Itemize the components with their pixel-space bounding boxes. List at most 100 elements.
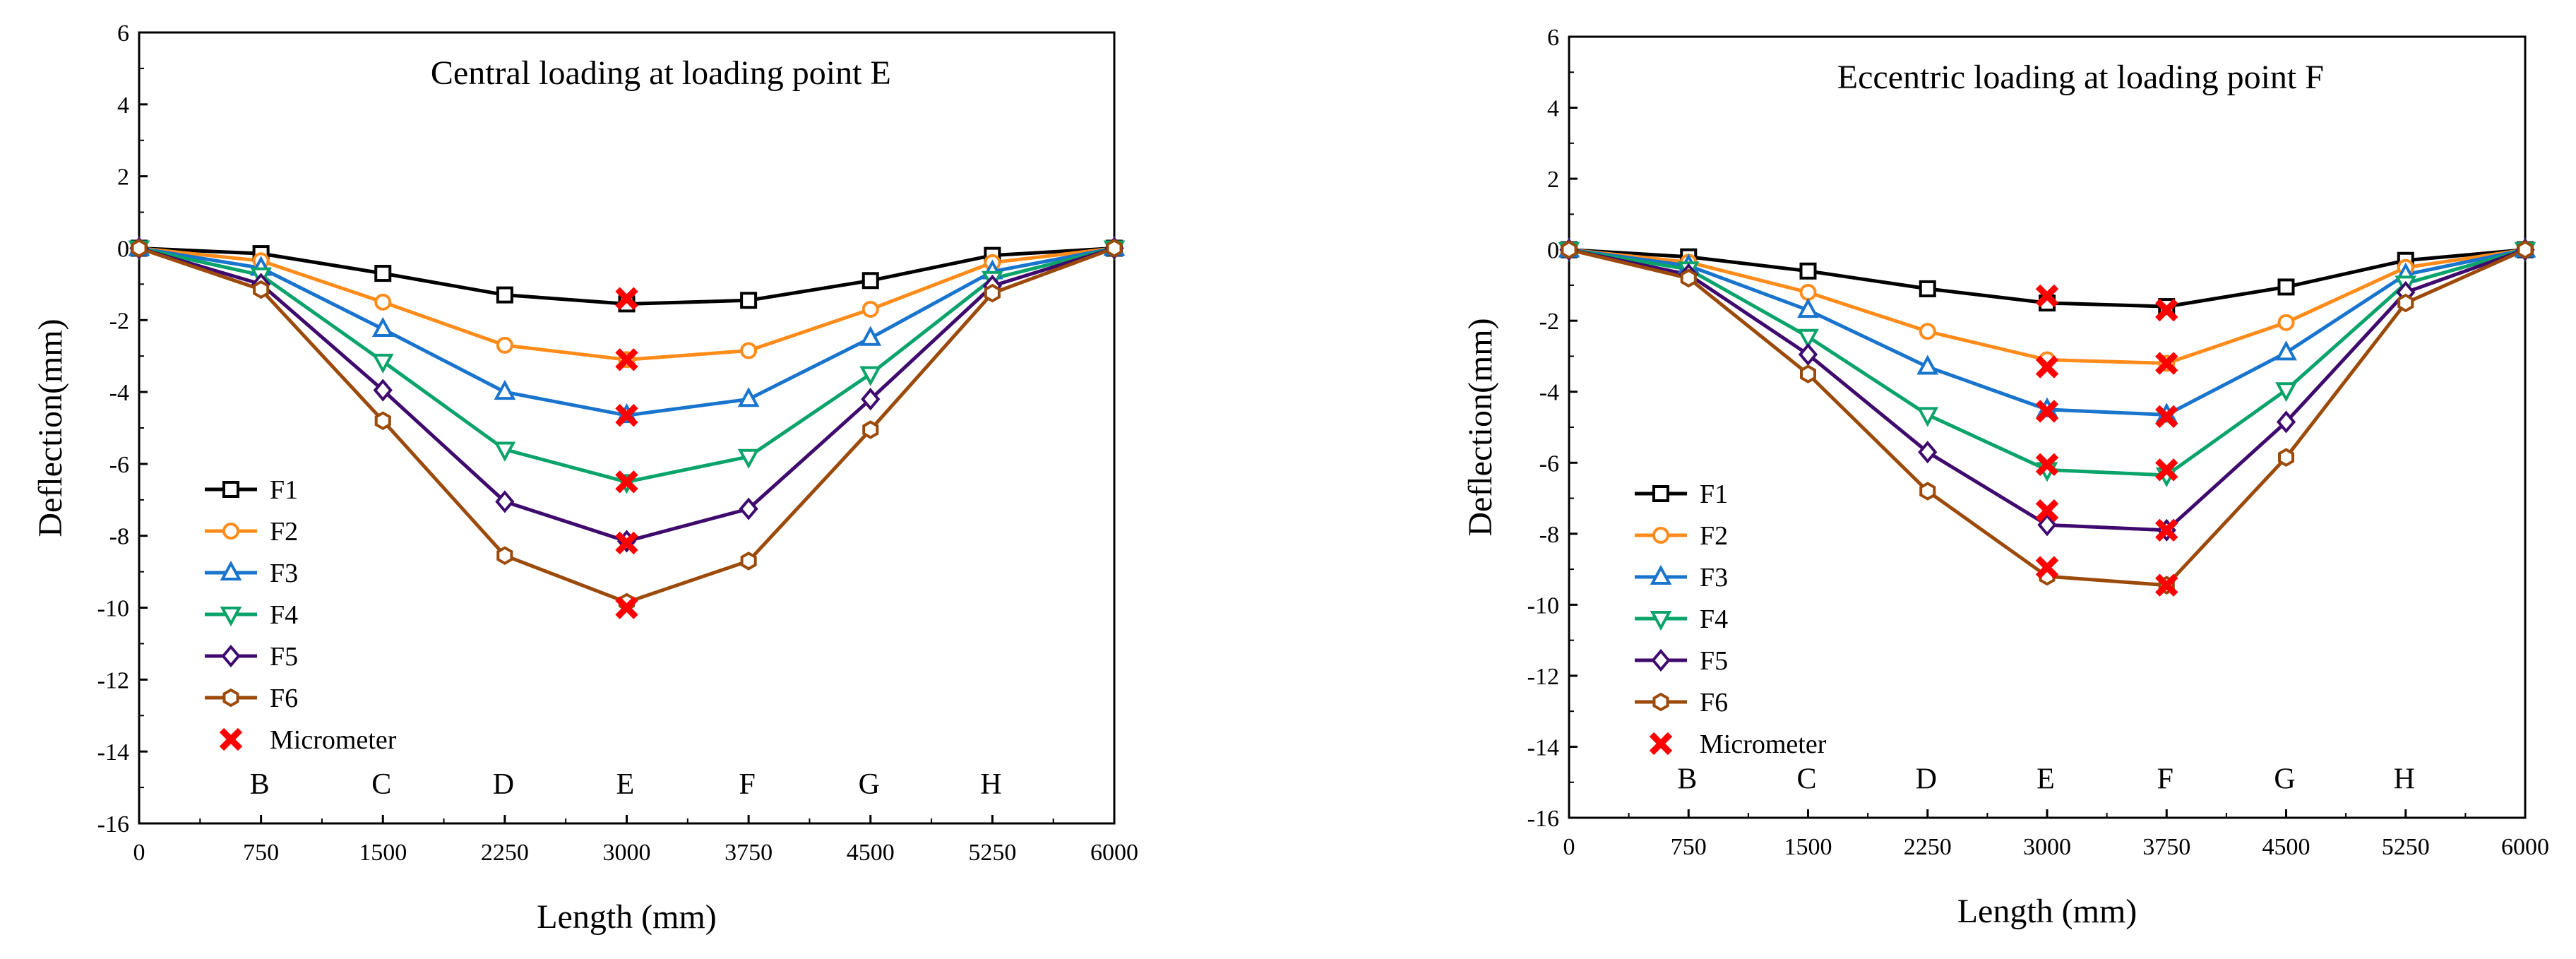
legend-marker-F1 xyxy=(1652,485,1669,502)
legend: F1 F2 F3 F4 F5 F6 Micrometer xyxy=(1635,480,1827,759)
y-tick-label: 2 xyxy=(1547,167,1559,193)
legend-label-F3: F3 xyxy=(270,559,298,588)
x-tick-label: 3750 xyxy=(2142,834,2190,860)
loading-point-label-D: D xyxy=(493,768,514,801)
x-tick-label: 4500 xyxy=(2262,834,2310,860)
y-tick-label: 0 xyxy=(117,236,129,262)
data-point-F2 xyxy=(1919,323,1936,340)
micrometer-point xyxy=(2155,458,2178,482)
legend-marker-F5 xyxy=(221,644,241,668)
legend-marker-F3 xyxy=(220,560,242,580)
y-tick-label: -16 xyxy=(97,811,129,838)
micrometer-point xyxy=(2035,499,2059,523)
legend-label-F1: F1 xyxy=(270,475,298,505)
y-tick-label: 0 xyxy=(1547,238,1559,264)
micrometer-point-stroke-b xyxy=(2035,499,2059,523)
legend-marker-micrometer xyxy=(1649,732,1673,756)
data-point-F6 xyxy=(2397,293,2414,313)
data-point-F6 xyxy=(2278,448,2294,467)
legend: F1 F2 F3 F4 F5 F6 Micrometer xyxy=(205,475,397,755)
data-point-F6 xyxy=(131,239,148,258)
micrometer-point-stroke-b xyxy=(615,348,638,371)
y-tick-label: -14 xyxy=(97,739,129,766)
data-point-F1 xyxy=(1919,280,1936,297)
micrometer-point xyxy=(615,596,638,619)
legend-marker-micrometer-stroke-b xyxy=(1649,732,1673,756)
loading-point-label-G: G xyxy=(859,768,880,801)
y-tick-label: 4 xyxy=(1547,96,1559,122)
micrometer-point xyxy=(2155,573,2178,597)
loading-point-label-E: E xyxy=(2037,763,2055,796)
micrometer-point-stroke-b xyxy=(615,403,638,427)
legend-marker-F1 xyxy=(222,481,239,498)
legend-label-F4: F4 xyxy=(270,600,298,630)
x-tick-label: 5250 xyxy=(2382,834,2430,860)
micrometer-point xyxy=(615,470,638,494)
x-tick-label: 3000 xyxy=(603,840,651,866)
loading-point-label-B: B xyxy=(1677,763,1697,796)
chart-title: Eccentric loading at loading point F xyxy=(1837,59,2324,96)
data-point-F4 xyxy=(494,441,516,462)
legend-marker-micrometer-stroke-b xyxy=(219,727,243,751)
data-point-F2 xyxy=(740,342,758,359)
data-point-F5 xyxy=(1918,441,1938,464)
data-point-F2 xyxy=(861,301,879,318)
y-tick-label: 4 xyxy=(117,93,129,119)
data-point-F5 xyxy=(495,490,515,513)
y-tick-label: -4 xyxy=(109,380,129,406)
loading-point-label-B: B xyxy=(250,768,270,801)
y-tick-label: -6 xyxy=(109,452,129,478)
data-point-F4 xyxy=(2275,382,2297,403)
loading-point-label-E: E xyxy=(616,768,635,801)
data-point-F6 xyxy=(1680,268,1697,288)
chart-panel-1: 0 750 1500 2250 3000 3750 4500 5250 6000 6 4 2 0 -2 -4… xyxy=(32,20,1138,936)
legend-label-F3: F3 xyxy=(1700,563,1728,592)
x-tick-label: 4500 xyxy=(847,840,895,866)
legend-marker-F2 xyxy=(222,523,239,540)
legend-marker-F2 xyxy=(1652,527,1669,544)
legend-label-F2: F2 xyxy=(270,517,298,547)
data-point-F5 xyxy=(739,497,758,520)
micrometer-point xyxy=(2155,298,2178,322)
x-tick-label: 750 xyxy=(243,840,279,866)
micrometer-point-stroke-b xyxy=(615,287,638,310)
data-point-F4 xyxy=(859,366,882,386)
legend-label-F1: F1 xyxy=(1700,480,1728,509)
loading-point-label-H: H xyxy=(980,768,1001,801)
loading-point-label-C: C xyxy=(1796,763,1816,796)
data-point-F5 xyxy=(861,388,881,411)
chart-panel-2: 0 750 1500 2250 3000 3750 4500 5250 6000 6 4 2 0 -2 -4… xyxy=(1462,25,2549,930)
data-point-F3 xyxy=(494,379,516,400)
micrometer-point-stroke-b xyxy=(2155,458,2178,482)
micrometer-point-stroke-b xyxy=(2035,556,2059,579)
micrometer-point xyxy=(2035,556,2059,579)
y-tick-label: 2 xyxy=(117,165,129,191)
micrometer-point xyxy=(615,531,638,555)
legend-label-F5: F5 xyxy=(270,642,298,672)
micrometer-point xyxy=(2035,400,2059,423)
micrometer-point-stroke-b xyxy=(2155,405,2178,429)
legend-label-F6: F6 xyxy=(1700,688,1728,717)
y-tick-label: 6 xyxy=(117,20,129,47)
data-point-F3 xyxy=(371,316,394,337)
data-point-F1 xyxy=(740,292,758,309)
data-point-F5 xyxy=(2037,513,2057,537)
data-point-F4 xyxy=(1797,328,1819,349)
legend-label-micrometer: Micrometer xyxy=(270,725,397,755)
data-point-F6 xyxy=(984,283,1001,303)
x-axis-title: Length (mm) xyxy=(537,898,717,936)
data-point-F4 xyxy=(1916,407,1939,427)
loading-point-label-D: D xyxy=(1916,763,1937,796)
legend-marker-F4 xyxy=(220,607,242,627)
x-tick-label: 0 xyxy=(1563,834,1575,860)
legend-label-F4: F4 xyxy=(1700,604,1728,634)
micrometer-point xyxy=(2155,405,2178,429)
x-tick-label: 2250 xyxy=(1904,834,1952,860)
y-tick-label: -6 xyxy=(1539,451,1559,477)
micrometer-point-stroke-b xyxy=(615,596,638,619)
x-tick-label: 6000 xyxy=(1090,840,1138,866)
micrometer-point-stroke-b xyxy=(2035,453,2059,476)
x-tick-label: 5250 xyxy=(968,840,1016,866)
x-tick-label: 1500 xyxy=(359,840,407,866)
